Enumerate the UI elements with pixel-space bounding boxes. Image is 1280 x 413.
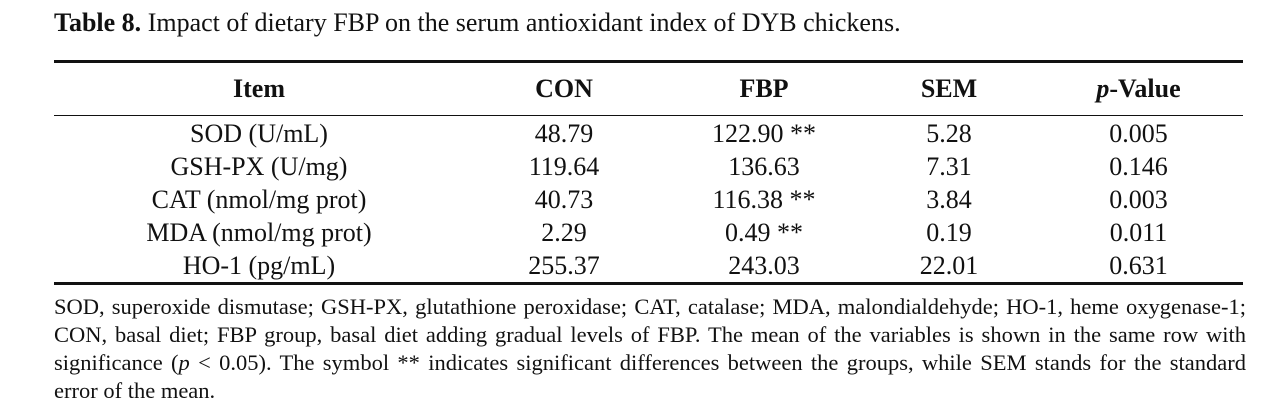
cell-con: 2.29 <box>541 218 587 247</box>
table-row: MDA (nmol/mg prot) 2.29 0.49 ** 0.19 0.0… <box>54 216 1243 249</box>
cell-con: 255.37 <box>528 251 600 280</box>
footnote-p-italic: p <box>178 350 190 375</box>
cell-con: 40.73 <box>534 185 594 214</box>
cell-sem: 7.31 <box>926 152 972 181</box>
header-p-value: p-Value <box>1034 62 1243 116</box>
cell-p-value: 0.631 <box>1109 251 1168 280</box>
cell-sem: 3.84 <box>926 185 972 214</box>
header-item: Item <box>233 74 285 103</box>
cell-sem: 0.19 <box>926 218 972 247</box>
data-table: Item CON FBP SEM p-Value SOD (U/mL) 48.7… <box>54 60 1243 285</box>
cell-fbp: 0.49 ** <box>725 218 803 247</box>
cell-fbp: 116.38 ** <box>712 185 816 214</box>
header-con: CON <box>535 74 593 103</box>
cell-item: GSH-PX (U/mg) <box>170 152 348 181</box>
cell-fbp: 243.03 <box>728 251 800 280</box>
table-row: HO-1 (pg/mL) 255.37 243.03 22.01 0.631 <box>54 249 1243 284</box>
cell-item: CAT (nmol/mg prot) <box>151 185 367 214</box>
cell-item: MDA (nmol/mg prot) <box>146 218 372 247</box>
cell-p-value: 0.011 <box>1109 218 1168 247</box>
table-caption: Table 8. Impact of dietary FBP on the se… <box>54 6 1254 40</box>
table-row: CAT (nmol/mg prot) 40.73 116.38 ** 3.84 … <box>54 183 1243 216</box>
header-p-italic: p <box>1096 74 1110 103</box>
cell-item: HO-1 (pg/mL) <box>182 251 336 280</box>
cell-sem: 22.01 <box>919 251 979 280</box>
header-sem: SEM <box>920 74 978 103</box>
table-header-row: Item CON FBP SEM p-Value <box>54 61 1243 116</box>
table-row: GSH-PX (U/mg) 119.64 136.63 7.31 0.146 <box>54 150 1243 183</box>
cell-con: 119.64 <box>528 152 600 181</box>
cell-item: SOD (U/mL) <box>190 119 328 148</box>
cell-fbp: 136.63 <box>728 152 800 181</box>
cell-p-value: 0.146 <box>1109 152 1168 181</box>
table-row: SOD (U/mL) 48.79 122.90 ** 5.28 0.005 <box>54 116 1243 151</box>
cell-sem: 5.28 <box>926 119 972 148</box>
cell-p-value: 0.005 <box>1109 119 1168 148</box>
table-label: Table 8. <box>54 8 142 37</box>
cell-p-value: 0.003 <box>1109 185 1168 214</box>
header-p-suffix: -Value <box>1109 74 1181 103</box>
footnote-part2: < 0.05). The symbol ** indicates signifi… <box>54 350 1246 403</box>
cell-fbp: 122.90 ** <box>712 119 816 148</box>
table-footnote: SOD, superoxide dismutase; GSH-PX, gluta… <box>54 293 1246 405</box>
table-title: Impact of dietary FBP on the serum antio… <box>141 8 901 37</box>
cell-con: 48.79 <box>534 119 594 148</box>
header-fbp: FBP <box>739 74 789 103</box>
footnote-part1: SOD, superoxide dismutase; GSH-PX, gluta… <box>54 294 1246 375</box>
